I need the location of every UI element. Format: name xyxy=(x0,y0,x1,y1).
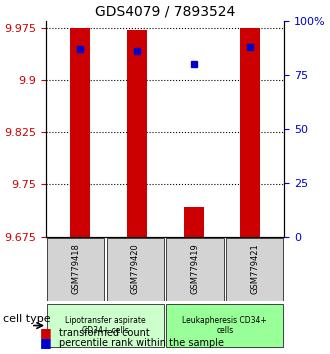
Title: GDS4079 / 7893524: GDS4079 / 7893524 xyxy=(95,4,235,18)
Bar xyxy=(241,28,260,236)
Bar xyxy=(70,28,90,236)
Text: ■: ■ xyxy=(40,326,51,339)
Text: cell type: cell type xyxy=(3,314,51,324)
FancyBboxPatch shape xyxy=(166,304,283,347)
Text: Leukapheresis CD34+
cells: Leukapheresis CD34+ cells xyxy=(182,316,267,335)
Text: Lipotransfer aspirate
CD34+ cells: Lipotransfer aspirate CD34+ cells xyxy=(65,316,146,335)
FancyBboxPatch shape xyxy=(47,304,164,347)
FancyBboxPatch shape xyxy=(47,238,104,301)
FancyBboxPatch shape xyxy=(226,238,283,301)
Text: GSM779421: GSM779421 xyxy=(250,244,259,294)
FancyBboxPatch shape xyxy=(107,238,164,301)
FancyBboxPatch shape xyxy=(166,238,224,301)
Text: GSM779418: GSM779418 xyxy=(71,244,80,294)
Text: transformed count: transformed count xyxy=(59,328,150,338)
Bar xyxy=(184,207,204,236)
Text: ■: ■ xyxy=(40,336,51,349)
Text: percentile rank within the sample: percentile rank within the sample xyxy=(59,338,224,348)
Bar xyxy=(127,30,147,236)
Text: GSM779419: GSM779419 xyxy=(190,244,200,294)
Text: GSM779420: GSM779420 xyxy=(131,244,140,294)
